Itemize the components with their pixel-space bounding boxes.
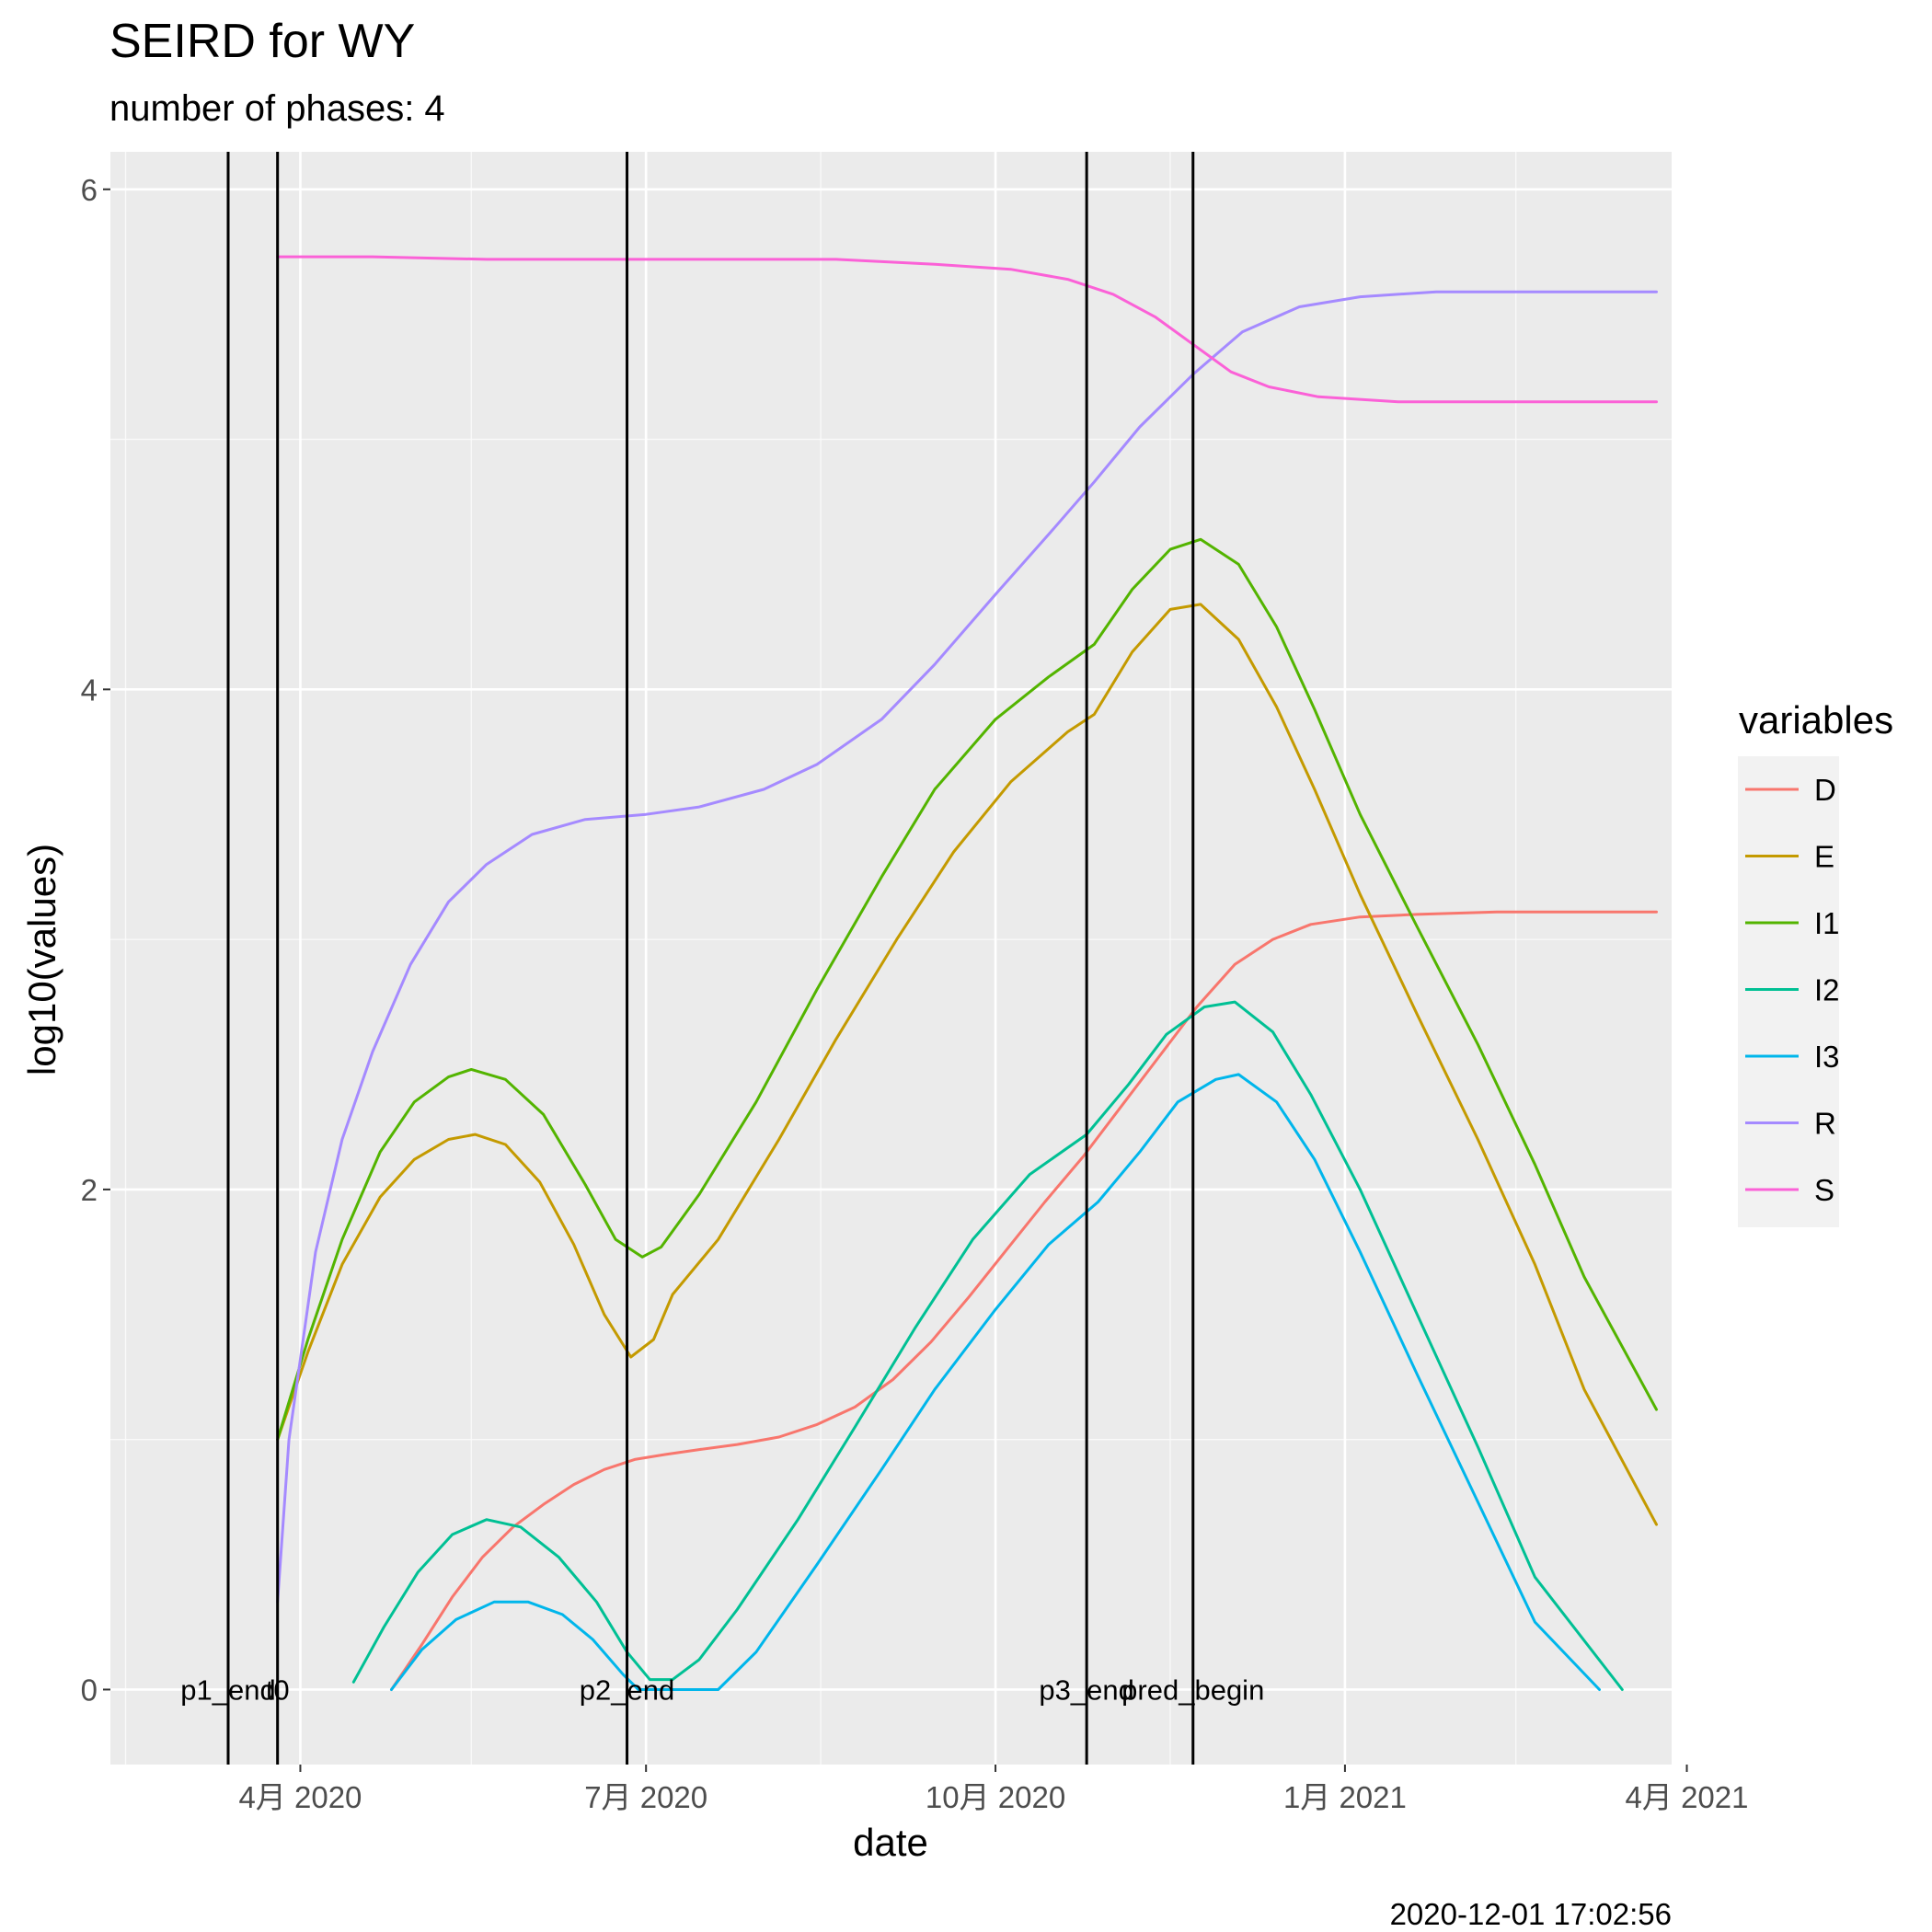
vline-label-p1_end: p1_end	[180, 1673, 275, 1706]
legend-label-r: R	[1814, 1107, 1836, 1141]
x-axis-title: date	[853, 1821, 928, 1864]
series-line-s	[276, 255, 1658, 404]
series-line-i2	[351, 1000, 1624, 1691]
series-lines	[276, 255, 1658, 1691]
minor-gridlines	[110, 152, 1672, 1765]
legend-key-background	[1738, 756, 1839, 1227]
series-line-i3	[390, 1073, 1601, 1691]
y-tick-label: 2	[81, 1173, 98, 1207]
y-tick-label: 0	[81, 1673, 98, 1707]
y-tick-label: 4	[81, 673, 98, 707]
major-gridlines	[110, 152, 1688, 1765]
vline-label-p3_end: p3_end	[1039, 1673, 1133, 1706]
vline-label-p2_end: p2_end	[580, 1673, 674, 1706]
chart-caption: 2020-12-01 17:02:56	[1390, 1897, 1672, 1931]
x-tick-label: 1月 2021	[1283, 1780, 1407, 1814]
x-tick-label: 10月 2020	[926, 1780, 1065, 1814]
legend-title: variables	[1739, 698, 1893, 742]
legend-label-s: S	[1814, 1173, 1834, 1207]
series-line-r	[276, 290, 1658, 1604]
y-axis-title: log10(values)	[20, 844, 63, 1075]
chart-title: SEIRD for WY	[109, 15, 415, 68]
x-tick-label: 7月 2020	[584, 1780, 707, 1814]
vline-label-pred_begin: pred_begin	[1121, 1673, 1264, 1706]
legend-label-i1: I1	[1814, 906, 1840, 940]
legend-label-i3: I3	[1814, 1040, 1840, 1074]
legend-label-d: D	[1814, 773, 1836, 807]
series-line-i1	[276, 537, 1658, 1442]
x-tick-label: 4月 2020	[238, 1780, 362, 1814]
legend-label-i2: I2	[1814, 973, 1840, 1007]
legend-label-e: E	[1814, 840, 1834, 874]
plot-panel	[110, 152, 1672, 1765]
axes: 4月 2020 7月 2020 10月 2020 1月 2021 4月 2021 0 2 4 6	[81, 173, 1749, 1814]
legend: DE I1 I2 I3 RS	[1745, 773, 1840, 1207]
x-tick-label: 4月 2021	[1626, 1780, 1749, 1814]
series-line-d	[390, 910, 1658, 1691]
y-tick-label: 6	[81, 173, 98, 207]
series-line-e	[276, 603, 1658, 1526]
chart-subtitle: number of phases: 4	[109, 88, 445, 129]
vline-label-t0: t0	[266, 1673, 290, 1706]
